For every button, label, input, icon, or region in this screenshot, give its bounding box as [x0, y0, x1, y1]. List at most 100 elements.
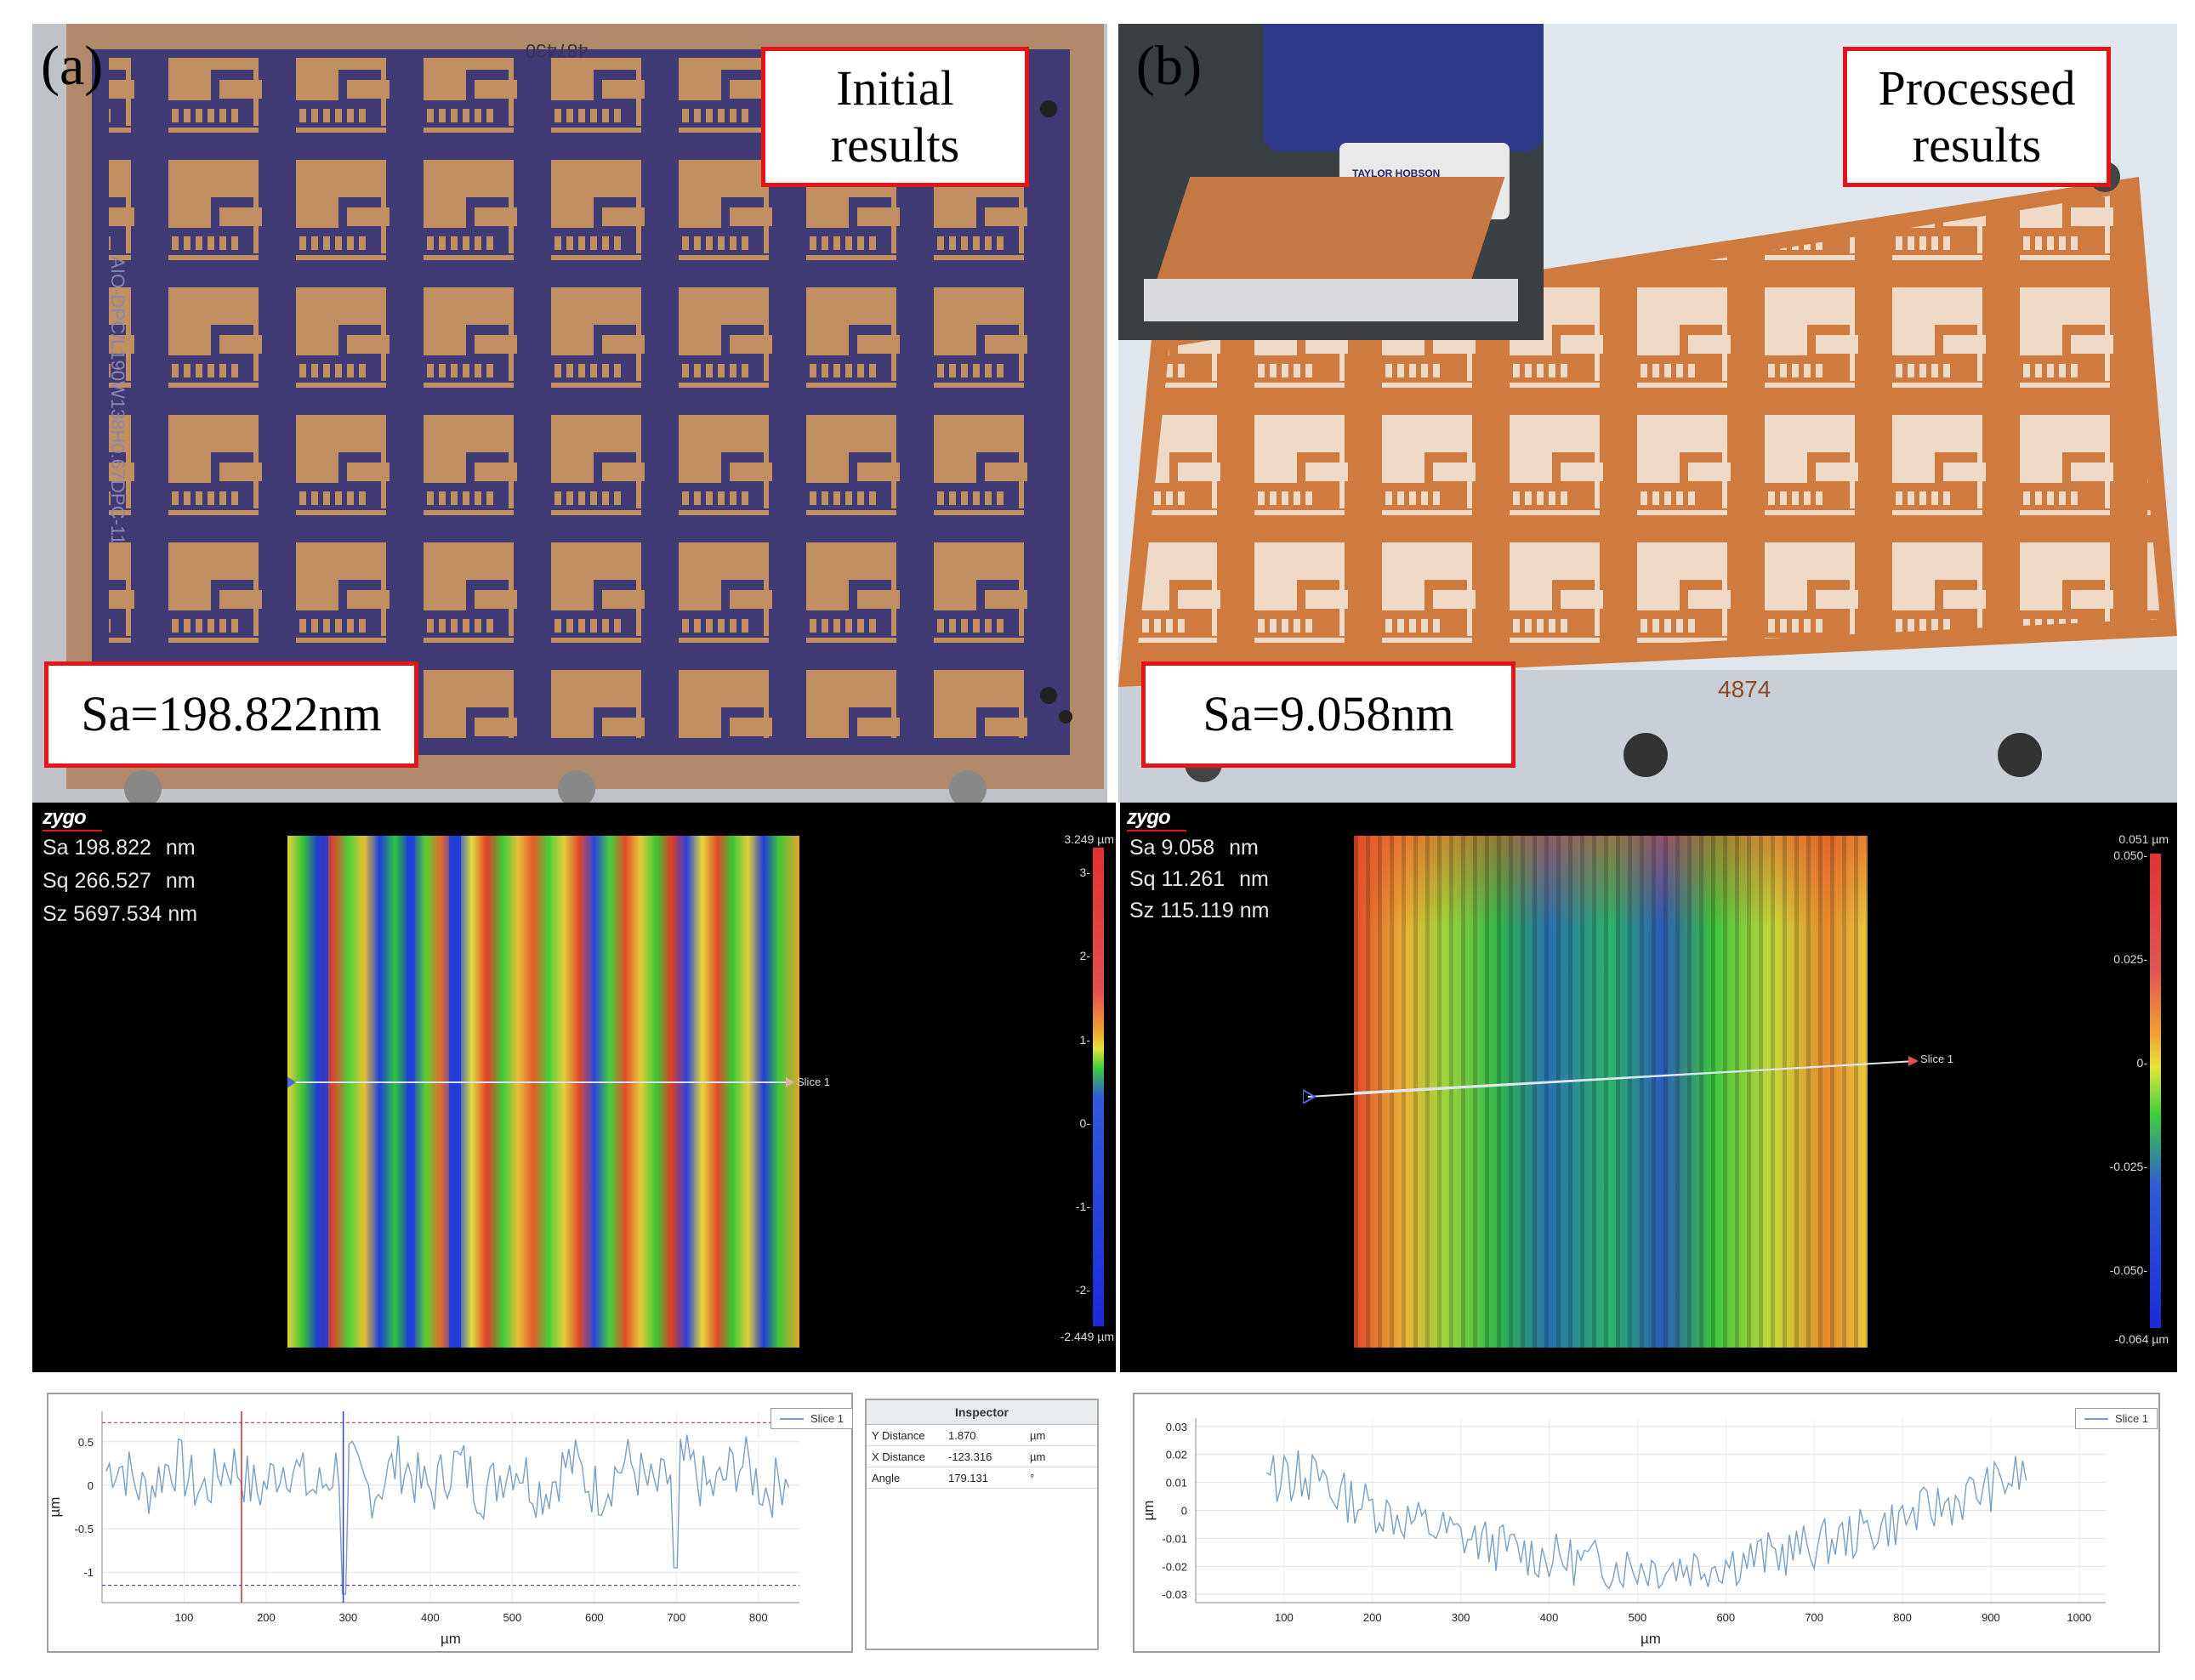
y-tick-label: -0.03 [1162, 1588, 1187, 1601]
profile-graph-a[interactable]: 0.5 0 -0.5 -1 100 200 300 400 500 600 700 800 µm µm [51, 1394, 850, 1649]
y-tick-label: 0 [1181, 1505, 1187, 1518]
profile-graph-b[interactable]: 0.03 0.02 0.01 0 -0.01 -0.02 -0.03 100 200 300 400… [1136, 1394, 2157, 1649]
x-axis-label: µm [441, 1631, 461, 1647]
stat-sa-a-value: 198.822 [74, 836, 151, 860]
stat-sq-a-label: Sq [43, 869, 69, 893]
colorbar-a-tick: -2- [1075, 1283, 1090, 1297]
legend-a-label: Slice 1 [810, 1412, 844, 1425]
x-tick-label: 1000 [2067, 1611, 2091, 1624]
x-tick-label: 100 [175, 1611, 194, 1624]
x-tick-label: 300 [1452, 1611, 1470, 1624]
stat-sq-a-unit: nm [165, 869, 196, 893]
x-tick-label: 600 [585, 1611, 604, 1624]
y-tick-label: -0.02 [1162, 1560, 1187, 1573]
board-text-top: 487430 [526, 40, 589, 61]
sa-box-processed: Sa=9.058nm [1141, 661, 1515, 768]
stat-sq-b: Sq 11.261 nm [1129, 867, 1269, 892]
inspector-row-value: -123.316 [948, 1450, 992, 1463]
inspector-row-value: 1.870 [948, 1428, 976, 1442]
zygo-logo-b: zygo [1127, 806, 1171, 829]
x-axis-label: µm [1641, 1631, 1661, 1647]
inspector-row-name: X Distance [872, 1450, 925, 1463]
profile-graph-panel-b [1133, 1393, 2160, 1653]
height-map-b[interactable] [1354, 836, 1868, 1348]
label-processed-line1: Processed [1878, 60, 2076, 116]
inspector-row-x-distance: X Distance -123.316 µm [867, 1446, 1097, 1467]
stat-sz-b: Sz 115.119 nm [1129, 899, 1270, 923]
label-initial-results: Initial results [761, 47, 1029, 187]
stat-sz-b-label: Sz [1129, 899, 1155, 922]
board-text-side: AIO-DPC/L190W138H0.67DPC-11 [107, 256, 128, 545]
board-text-bottom-b: 4874 [1718, 676, 1771, 702]
zygo-logo-a: zygo [43, 806, 87, 829]
x-tick-label: 400 [421, 1611, 440, 1624]
x-tick-label: 300 [339, 1611, 358, 1624]
x-tick-label: 700 [667, 1611, 685, 1624]
inspector-panel[interactable]: Inspector Y Distance 1.870 µm X Distance… [865, 1399, 1099, 1650]
colorbar-b-tick: 0- [2136, 1056, 2147, 1070]
x-tick-label: 100 [1275, 1611, 1294, 1624]
y-tick-label: -0.01 [1162, 1532, 1187, 1545]
stat-sz-a-value: 5697.534 [73, 902, 162, 926]
inspector-row-y-distance: Y Distance 1.870 µm [867, 1425, 1097, 1446]
colorbar-b-tick: -0.025- [2109, 1160, 2147, 1173]
y-tick-label: 0.02 [1166, 1449, 1187, 1461]
colorbar-b-tick: 0.050- [2113, 849, 2147, 862]
stat-sq-a-value: 266.527 [74, 869, 151, 893]
x-tick-label: 200 [1363, 1611, 1382, 1624]
x-tick-label: 800 [1893, 1611, 1912, 1624]
stat-sq-b-value: 11.261 [1161, 867, 1225, 891]
x-tick-label: 600 [1716, 1611, 1735, 1624]
colorbar-a-bottom: -2.449 µm [1060, 1330, 1114, 1343]
stat-sq-a: Sq 266.527 nm [43, 869, 196, 894]
inspector-row-unit: µm [1030, 1450, 1046, 1463]
inset-brand-text: TAYLOR HOBSON [1352, 167, 1441, 179]
x-tick-label: 800 [749, 1611, 768, 1624]
inspector-row-unit: ° [1030, 1471, 1035, 1484]
inspector-row-unit: µm [1030, 1428, 1046, 1442]
slice-label-a: Slice 1 [797, 1076, 831, 1088]
colorbar-a-top: 3.249 µm [1064, 832, 1114, 846]
legend-b: Slice 1 [2075, 1408, 2158, 1429]
x-tick-label: 500 [1629, 1611, 1647, 1624]
slice-line-b[interactable] [1303, 1053, 1924, 1104]
label-initial-line2: results [830, 116, 960, 173]
colorbar-a [1093, 848, 1104, 1326]
panel-tag-b: (b) [1136, 35, 1202, 97]
height-map-a[interactable] [287, 836, 799, 1348]
x-tick-label: 900 [1982, 1611, 2000, 1624]
colorbar-b-top: 0.051 µm [2118, 832, 2169, 846]
colorbar-a-tick: 1- [1079, 1033, 1090, 1047]
stat-sa-b-label: Sa [1129, 836, 1156, 860]
stat-sa-a-label: Sa [43, 836, 69, 860]
y-tick-label: -1 [83, 1566, 94, 1579]
stat-sz-a-unit: nm [168, 902, 198, 926]
stat-sz-a-label: Sz [43, 902, 68, 926]
x-tick-label: 200 [257, 1611, 276, 1624]
colorbar-b-tick: -0.050- [2109, 1263, 2147, 1277]
stat-sz-b-value: 115.119 [1160, 899, 1234, 922]
legend-b-label: Slice 1 [2115, 1412, 2149, 1425]
x-tick-label: 400 [1540, 1611, 1559, 1624]
inspector-row-angle: Angle 179.131 ° [867, 1467, 1097, 1489]
colorbar-b [2150, 854, 2161, 1328]
sa-box-initial: Sa=198.822nm [44, 661, 418, 768]
legend-a: Slice 1 [771, 1408, 854, 1429]
y-tick-label: 0.03 [1166, 1421, 1187, 1433]
x-tick-label: 500 [503, 1611, 522, 1624]
colorbar-a-tick: 0- [1079, 1116, 1090, 1130]
y-axis-label: µm [1140, 1501, 1157, 1521]
inspector-title: Inspector [867, 1400, 1097, 1425]
stat-sa-b: Sa 9.058 nm [1129, 836, 1259, 860]
inset-photo-profilometer: TAYLOR HOBSON [1118, 24, 1544, 340]
colorbar-b-tick: 0.025- [2113, 952, 2147, 966]
label-processed-results: Processed results [1843, 47, 2111, 187]
stat-sa-b-value: 9.058 [1161, 836, 1215, 860]
stat-sa-a: Sa 198.822 nm [43, 836, 196, 860]
colorbar-a-tick: -1- [1075, 1200, 1090, 1213]
y-tick-label: 0 [88, 1479, 94, 1492]
y-tick-label: 0.5 [78, 1436, 94, 1449]
colorbar-b-bottom: -0.064 µm [2114, 1332, 2169, 1346]
stat-sa-b-unit: nm [1229, 836, 1259, 860]
stat-sa-a-unit: nm [165, 836, 196, 860]
